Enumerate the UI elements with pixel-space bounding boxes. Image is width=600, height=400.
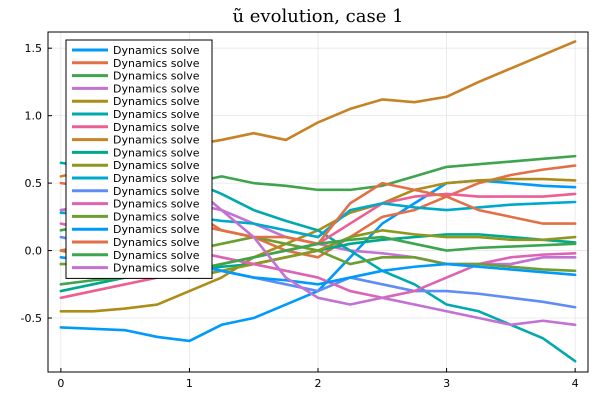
- x-tick-label: 0: [57, 377, 64, 390]
- legend-label: Dynamics solve: [113, 223, 200, 236]
- y-tick-label: -0.5: [21, 312, 42, 325]
- tick-layer: 0 1 2 3 4 -0.5 0.0 0.5 1.0 1.5: [21, 42, 579, 390]
- legend-label: Dynamics solve: [113, 262, 200, 275]
- x-tick-label: 3: [443, 377, 450, 390]
- legend-label: Dynamics solve: [113, 82, 200, 95]
- legend-label: Dynamics solve: [113, 57, 200, 70]
- legend-label: Dynamics solve: [113, 146, 200, 159]
- legend-box: [65, 39, 213, 279]
- legend-label: Dynamics solve: [113, 185, 200, 198]
- chart-title: ũ evolution, case 1: [232, 6, 403, 27]
- legend-label: Dynamics solve: [113, 121, 200, 134]
- legend-label: Dynamics solve: [113, 210, 200, 223]
- x-tick-label: 1: [186, 377, 193, 390]
- legend-label: Dynamics solve: [113, 236, 200, 249]
- x-tick-label: 2: [315, 377, 322, 390]
- legend-label: Dynamics solve: [113, 172, 200, 185]
- legend-label: Dynamics solve: [113, 95, 200, 108]
- x-tick-label: 4: [572, 377, 579, 390]
- legend-label: Dynamics solve: [113, 44, 200, 57]
- y-tick-label: 0.5: [25, 177, 43, 190]
- y-tick-label: 0.0: [25, 245, 43, 258]
- legend-label: Dynamics solve: [113, 249, 200, 262]
- legend-label: Dynamics solve: [113, 134, 200, 147]
- legend-label: Dynamics solve: [113, 198, 200, 211]
- legend-label: Dynamics solve: [113, 159, 200, 172]
- y-tick-label: 1.0: [25, 110, 43, 123]
- legend-label: Dynamics solve: [113, 108, 200, 121]
- y-tick-label: 1.5: [25, 42, 43, 55]
- legend-label: Dynamics solve: [113, 70, 200, 83]
